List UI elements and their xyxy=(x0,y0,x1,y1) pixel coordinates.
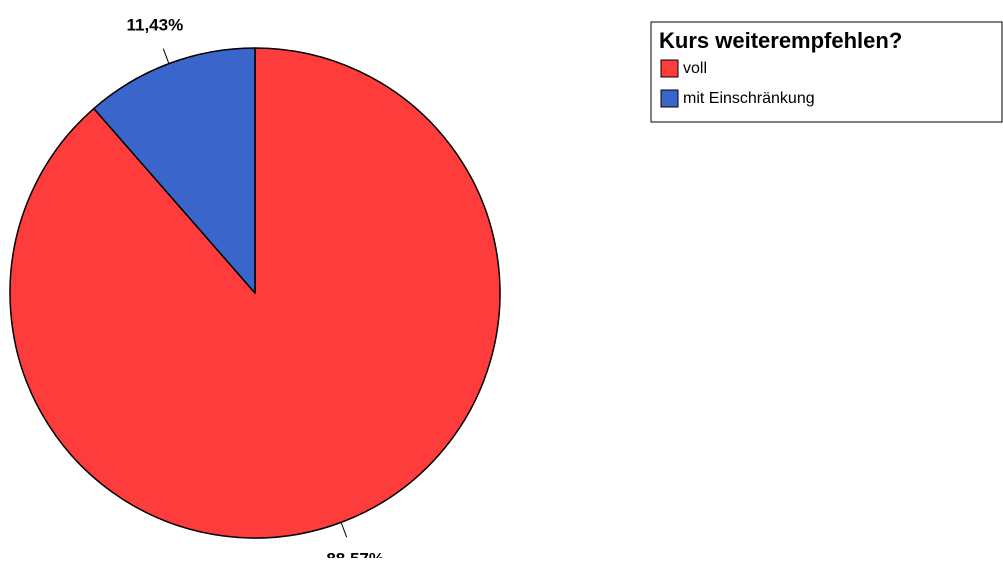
legend-frame xyxy=(650,21,1003,123)
data-label: 11,43% xyxy=(126,16,183,35)
legend-label: mit Einschränkung xyxy=(683,90,815,107)
legend-title: Kurs weiterempfehlen? xyxy=(659,28,902,53)
legend-swatch xyxy=(660,89,679,108)
data-label: 88,57% xyxy=(326,549,384,558)
leader-line xyxy=(340,522,348,538)
legend-swatch xyxy=(660,59,679,78)
legend-label: voll xyxy=(683,60,707,77)
pie: 88,57% 11,43% xyxy=(9,16,501,563)
pie-slice xyxy=(93,47,256,294)
leader-line xyxy=(162,48,170,64)
legend: Kurs weiterempfehlen? voll mit Einschränk… xyxy=(650,21,1003,123)
